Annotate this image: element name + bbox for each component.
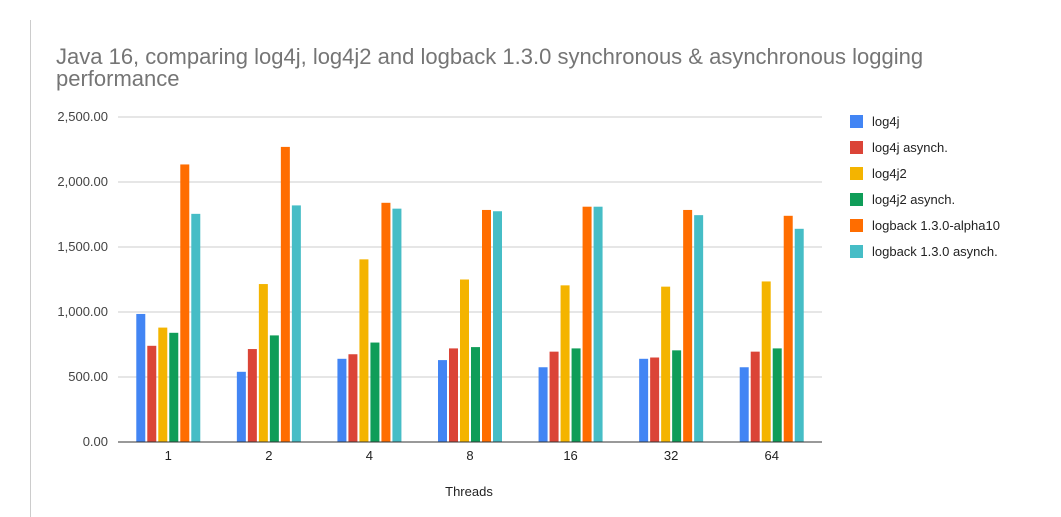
- bar[interactable]: [661, 286, 671, 442]
- x-tick-label: 8: [466, 448, 473, 463]
- bar[interactable]: [482, 209, 491, 442]
- chart-title: Java 16, comparing log4j, log4j2 and log…: [56, 44, 924, 91]
- left-divider: [30, 20, 31, 517]
- x-tick-label: 32: [664, 448, 678, 463]
- bars: [136, 146, 804, 443]
- legend-item[interactable]: log4j2: [850, 160, 1000, 186]
- bar[interactable]: [449, 348, 458, 442]
- y-tick-label: 1,500.00: [57, 239, 108, 254]
- y-tick-label: 500.00: [68, 369, 108, 384]
- bar[interactable]: [236, 371, 246, 442]
- legend-label: logback 1.3.0 asynch.: [872, 243, 998, 259]
- bar[interactable]: [191, 213, 201, 442]
- y-tick-label: 2,000.00: [57, 174, 108, 189]
- bar[interactable]: [247, 349, 257, 442]
- bar[interactable]: [672, 350, 682, 442]
- legend-label: log4j2: [872, 165, 907, 181]
- bar[interactable]: [337, 358, 347, 442]
- y-tick-label: 2,500.00: [57, 109, 108, 124]
- x-tick-label: 16: [563, 448, 577, 463]
- bar[interactable]: [794, 228, 804, 442]
- bar[interactable]: [348, 354, 358, 442]
- bar[interactable]: [381, 202, 391, 442]
- bar[interactable]: [269, 335, 279, 442]
- bar[interactable]: [147, 345, 157, 442]
- bar[interactable]: [683, 209, 693, 442]
- bar[interactable]: [169, 332, 179, 442]
- legend-swatch: [850, 114, 863, 128]
- bar[interactable]: [493, 211, 502, 442]
- legend-item[interactable]: log4j2 asynch.: [850, 186, 1000, 212]
- bar[interactable]: [180, 164, 190, 442]
- bar[interactable]: [471, 347, 480, 442]
- bar[interactable]: [783, 215, 793, 442]
- y-tick-label: 1,000.00: [57, 304, 108, 319]
- bar[interactable]: [571, 348, 581, 442]
- legend-label: log4j: [872, 113, 900, 129]
- bar[interactable]: [560, 285, 570, 442]
- legend-label: log4j2 asynch.: [872, 191, 956, 207]
- bar[interactable]: [392, 208, 402, 442]
- legend-swatch: [850, 218, 863, 232]
- bar[interactable]: [549, 351, 559, 442]
- y-tick-labels: 0.00 500.00 1,000.00 1,500.00 2,000.00 2,500.…: [57, 109, 108, 449]
- bar[interactable]: [280, 146, 290, 442]
- grid-lines: [118, 116, 822, 378]
- bar[interactable]: [593, 206, 603, 442]
- bar[interactable]: [460, 279, 469, 443]
- x-tick-label: 4: [366, 448, 373, 463]
- legend: log4j log4j asynch. log4j2 log4j2 asynch. lo…: [850, 108, 1000, 264]
- bar[interactable]: [694, 215, 704, 442]
- bar[interactable]: [359, 259, 369, 442]
- x-tick-labels: 1 2 4 8 16 32 64: [165, 448, 779, 463]
- bar[interactable]: [438, 360, 447, 442]
- legend-swatch: [850, 192, 863, 206]
- legend-swatch: [850, 166, 863, 180]
- bar[interactable]: [158, 327, 168, 442]
- legend-item[interactable]: logback 1.3.0-alpha10: [850, 212, 1000, 238]
- x-axis-title: Threads: [445, 484, 493, 499]
- legend-swatch: [850, 244, 863, 258]
- y-tick-label: 0.00: [83, 434, 108, 449]
- x-tick-label: 64: [764, 448, 778, 463]
- bar[interactable]: [650, 357, 660, 443]
- legend-item[interactable]: log4j: [850, 108, 1000, 134]
- bar[interactable]: [739, 367, 749, 442]
- legend-item[interactable]: logback 1.3.0 asynch.: [850, 238, 1000, 264]
- x-tick-label: 1: [165, 448, 172, 463]
- legend-swatch: [850, 140, 863, 154]
- bar[interactable]: [639, 358, 649, 442]
- bar[interactable]: [291, 205, 301, 442]
- bar[interactable]: [772, 348, 782, 442]
- legend-label: logback 1.3.0-alpha10: [872, 217, 1000, 233]
- bar[interactable]: [582, 206, 592, 442]
- bar[interactable]: [761, 281, 771, 442]
- legend-item[interactable]: log4j asynch.: [850, 134, 1000, 160]
- bar[interactable]: [750, 351, 760, 442]
- bar[interactable]: [370, 342, 380, 442]
- bar[interactable]: [538, 367, 548, 442]
- bar[interactable]: [258, 284, 268, 442]
- bar[interactable]: [136, 313, 146, 442]
- x-tick-label: 2: [265, 448, 272, 463]
- legend-label: log4j asynch.: [872, 139, 948, 155]
